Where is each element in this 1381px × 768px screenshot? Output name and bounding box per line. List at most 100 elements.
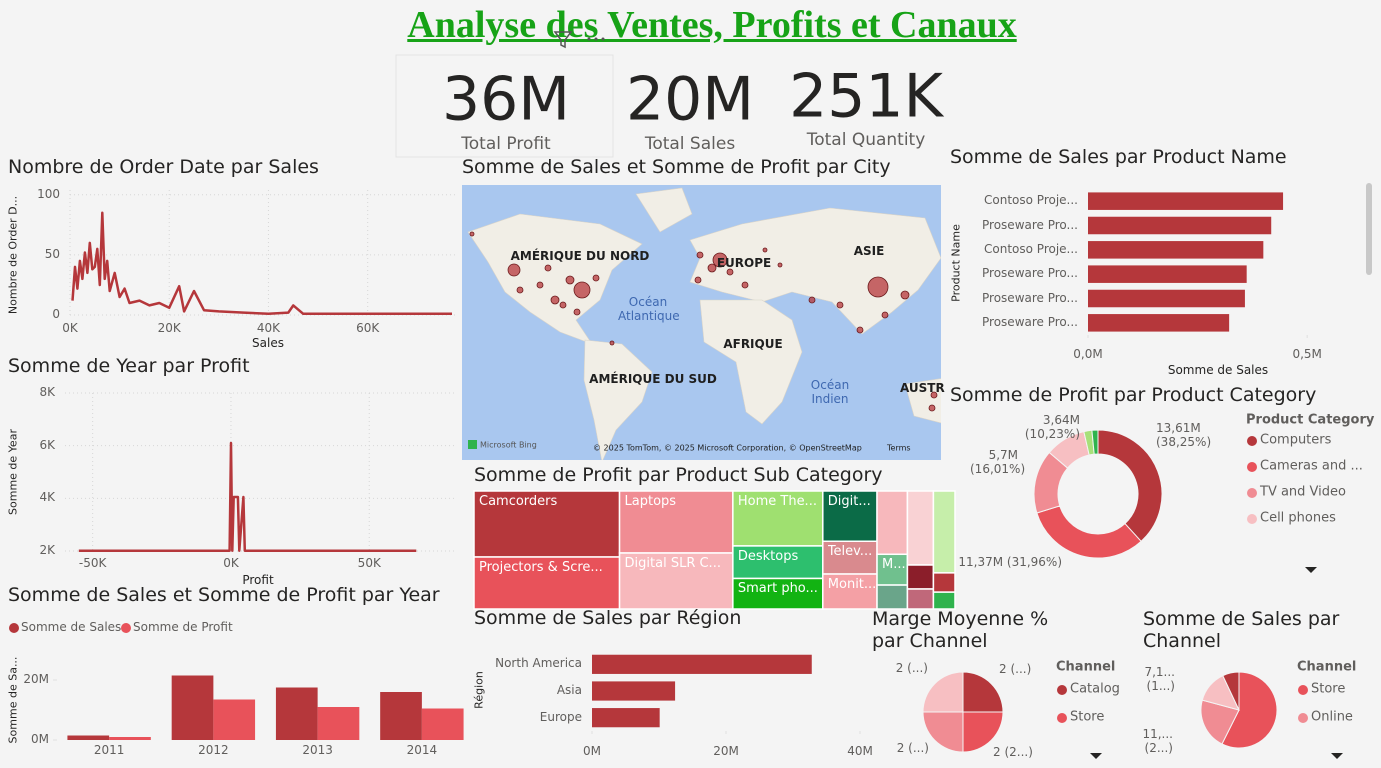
treemap-cell: [906, 490, 935, 566]
y-tick-label: 0: [52, 307, 60, 322]
data-label: 2 (2...): [993, 745, 1033, 760]
treemap-cell: [876, 490, 909, 556]
y-tick-label: Contoso Proje...: [984, 241, 1078, 256]
bar: [67, 735, 110, 740]
kpi-value: 36M: [441, 64, 571, 135]
legend-label: Cameras and ...: [1260, 458, 1363, 474]
map-attribution: © 2025 TomTom, © 2025 Microsoft Corporat…: [593, 443, 862, 453]
legend-label: Somme de Profit: [133, 620, 233, 635]
map: [462, 185, 941, 460]
treemap-cell: [932, 490, 956, 574]
x-tick-label: 0M: [583, 744, 601, 759]
chart-title: Somme de Profit par Product Category: [950, 384, 1317, 407]
y-tick-label: 50: [44, 246, 60, 261]
y-tick-label: North America: [495, 656, 582, 671]
legend-marker: [1247, 462, 1257, 472]
legend-marker: [1247, 514, 1257, 524]
map-label: AMÉRIQUE DU NORD: [510, 249, 650, 264]
legend-label: Computers: [1260, 432, 1332, 448]
data-label: 7,1... (1...): [1144, 665, 1175, 693]
slice: [1097, 429, 1163, 543]
data-label: 13,61M (38,25%): [1156, 421, 1212, 449]
map-provider: Microsoft Bing: [480, 440, 537, 450]
kpi-label: Total Quantity: [806, 130, 926, 151]
chart-title: Nombre de Order Date par Sales: [8, 156, 319, 179]
y-tick-label: Europe: [539, 709, 582, 724]
y-axis-label: Région: [472, 671, 486, 709]
chart-title: Somme de Sales par Région: [474, 607, 742, 630]
y-tick-label: Proseware Pro...: [982, 314, 1078, 329]
legend-marker: [121, 623, 131, 633]
map-label: Océan Indien: [810, 378, 850, 406]
data-label: 11,37M (31,96%): [958, 555, 1062, 570]
treemap-label: Laptops: [624, 495, 677, 509]
chart-title: Somme de Year par Profit: [8, 355, 250, 378]
treemap-label: M...: [882, 558, 906, 573]
x-axis-label: Sales: [252, 336, 284, 351]
treemap-cell: [906, 564, 935, 590]
slice: [1221, 671, 1278, 749]
data-line: [71, 211, 452, 316]
legend-label: Somme de Sales: [21, 620, 122, 635]
kpi-value: 251K: [789, 61, 943, 132]
map-label: AFRIQUE: [723, 337, 783, 352]
y-tick-label: Proseware Pro...: [982, 266, 1078, 281]
bar: [592, 654, 812, 674]
x-tick-label: 40K: [256, 321, 281, 336]
x-tick-label: 2011: [93, 743, 125, 758]
x-tick-label: 50K: [357, 556, 381, 571]
slice: [1200, 699, 1240, 745]
legend-marker: [1298, 685, 1308, 695]
bar: [1088, 314, 1230, 332]
legend-marker: [1247, 436, 1257, 446]
kpi-label: Total Profit: [461, 134, 551, 155]
data-label: 5,7M (16,01%): [970, 448, 1026, 476]
y-tick-label: 2K: [39, 543, 55, 558]
bar: [213, 699, 256, 740]
x-tick-label: 0K: [223, 556, 239, 571]
scrollbar[interactable]: [1366, 183, 1372, 275]
filter-icon[interactable]: [553, 31, 573, 49]
treemap-label: Digital SLR C...: [624, 557, 721, 571]
treemap-label: Camcorders: [479, 495, 558, 509]
y-tick-label: 6K: [39, 437, 55, 452]
map-label: Océan Atlantique: [618, 295, 680, 323]
map-label: ASIE: [853, 244, 885, 259]
treemap-label: Monit...: [827, 578, 877, 593]
chart-title: Somme de Profit par Product Sub Category: [474, 464, 883, 487]
legend-label: Cell phones: [1260, 510, 1336, 526]
city-bubbles: [469, 231, 938, 412]
slice: [1036, 505, 1142, 559]
legend-label: Catalog: [1070, 681, 1120, 697]
y-tick-label: Contoso Proje...: [984, 193, 1078, 208]
data-label: 2 (...): [999, 662, 1032, 677]
legend-marker: [1247, 488, 1257, 498]
legend-label: Store: [1311, 681, 1346, 697]
bar: [275, 687, 318, 740]
bar: [380, 692, 422, 740]
legend-label: TV and Video: [1260, 484, 1346, 500]
chart-title: Somme de Sales par Product Name: [950, 146, 1287, 169]
map-label: EUROPE: [716, 256, 772, 271]
y-tick-label: 4K: [39, 490, 55, 505]
chart-title: Somme de Sales et Somme de Profit par Ci…: [462, 156, 891, 179]
legend-marker: [1298, 713, 1308, 723]
x-tick-label: 40M: [847, 744, 873, 759]
legend-title: Channel: [1297, 659, 1357, 675]
legend-label: Online: [1311, 709, 1353, 725]
y-tick-label: 0M: [31, 732, 49, 747]
more-options[interactable]: [587, 37, 605, 41]
x-axis-label: Profit: [242, 573, 274, 588]
y-axis-label: Product Name: [949, 224, 963, 302]
x-tick-label: 2013: [302, 743, 333, 758]
slice: [922, 671, 964, 713]
x-tick-label: 20K: [157, 321, 181, 336]
treemap-cell: [876, 584, 909, 610]
slice: [1222, 671, 1240, 711]
x-axis-label: Somme de Sales: [1167, 363, 1269, 378]
dropdown-arrows[interactable]: [1090, 567, 1343, 759]
chart-title: Marge Moyenne % par Channel: [872, 608, 1049, 652]
treemap-label: Projectors & Scre...: [479, 561, 603, 575]
bar: [317, 707, 360, 740]
